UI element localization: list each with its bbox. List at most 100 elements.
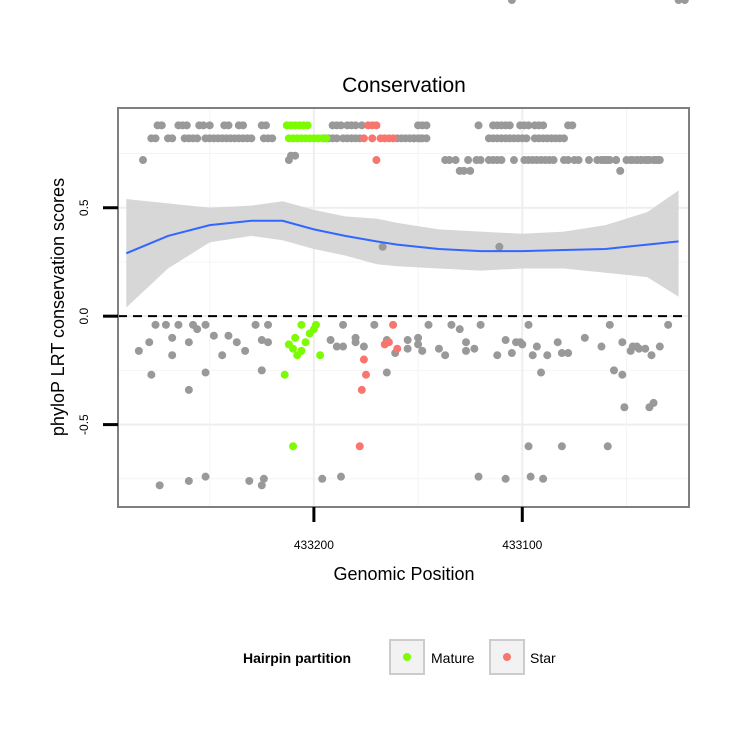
point-mature [284,340,293,349]
point-other [512,338,521,347]
point-star [389,134,398,143]
point-other [351,121,360,130]
point-other [655,156,664,165]
confidence-ribbon [126,190,679,308]
point-other [259,474,268,483]
point-other [134,346,143,355]
point-other [539,121,548,130]
point-other [445,156,454,165]
point-other [193,325,202,334]
point-other [447,320,456,329]
point-other [580,333,589,342]
point-other [339,342,348,351]
point-other [318,474,327,483]
point-star [389,320,398,329]
point-other [161,320,170,329]
point-other [470,344,479,353]
point-other [564,156,573,165]
point-other [518,340,527,349]
point-other [184,338,193,347]
point-other [339,320,348,329]
point-other [680,0,689,4]
point-other [139,156,148,165]
point-other [637,156,646,165]
point-other [264,320,273,329]
chart-title: Conservation [342,74,466,97]
ci-band [126,190,679,308]
point-other [168,351,177,360]
point-other [422,121,431,130]
point-other [568,121,577,130]
point-other [351,333,360,342]
point-mature [311,320,320,329]
point-other [184,476,193,485]
point-other [378,242,387,251]
point-other [543,351,552,360]
point-other [524,121,533,130]
point-other [359,342,368,351]
point-other [574,156,583,165]
legend-entry-star: Star [489,639,556,675]
point-other [174,320,183,329]
point-other [501,336,510,345]
point-other [507,349,516,358]
point-other [620,403,629,412]
point-other [466,166,475,175]
point-other [370,320,379,329]
point-other [147,370,156,379]
loess-curve [125,219,679,255]
point-other [201,368,210,377]
point-other [674,0,683,4]
point-other [357,121,366,130]
point-other [557,442,566,451]
point-other [209,331,218,340]
legend-label-star: Star [530,650,556,666]
point-other [524,320,533,329]
point-other [509,156,518,165]
point-star [372,156,381,165]
legend-marker-mature [403,653,411,661]
point-other [168,134,177,143]
point-other [526,472,535,481]
point-other [157,121,166,130]
point-other [618,370,627,379]
point-other [336,121,345,130]
point-other [609,366,618,375]
y-tick-label: -0.5 [77,414,91,435]
point-other [247,134,256,143]
point-other [261,121,270,130]
point-other [495,242,504,251]
point-other [603,442,612,451]
point-mature [297,346,306,355]
point-other [564,349,573,358]
point-other [549,156,558,165]
point-other [462,338,471,347]
point-other [418,346,427,355]
point-star [361,370,370,379]
legend-entry-mature: Mature [389,639,475,675]
point-other [224,121,233,130]
point-other [264,338,273,347]
point-other [559,134,568,143]
point-other [524,442,533,451]
point-other [528,351,537,360]
point-other [497,156,506,165]
point-other [597,342,606,351]
point-other [605,156,614,165]
point-other [232,338,241,347]
point-star [359,134,368,143]
point-other [612,156,621,165]
point-other [332,342,341,351]
point-other [616,166,625,175]
point-other [201,472,210,481]
point-other [537,368,546,377]
point-mature [297,320,306,329]
point-other [441,351,450,360]
point-other [664,320,673,329]
point-other [553,338,562,347]
point-other [557,349,566,358]
point-mature [301,338,310,347]
y-tick-label: 0.0 [77,308,91,325]
point-other [416,134,425,143]
